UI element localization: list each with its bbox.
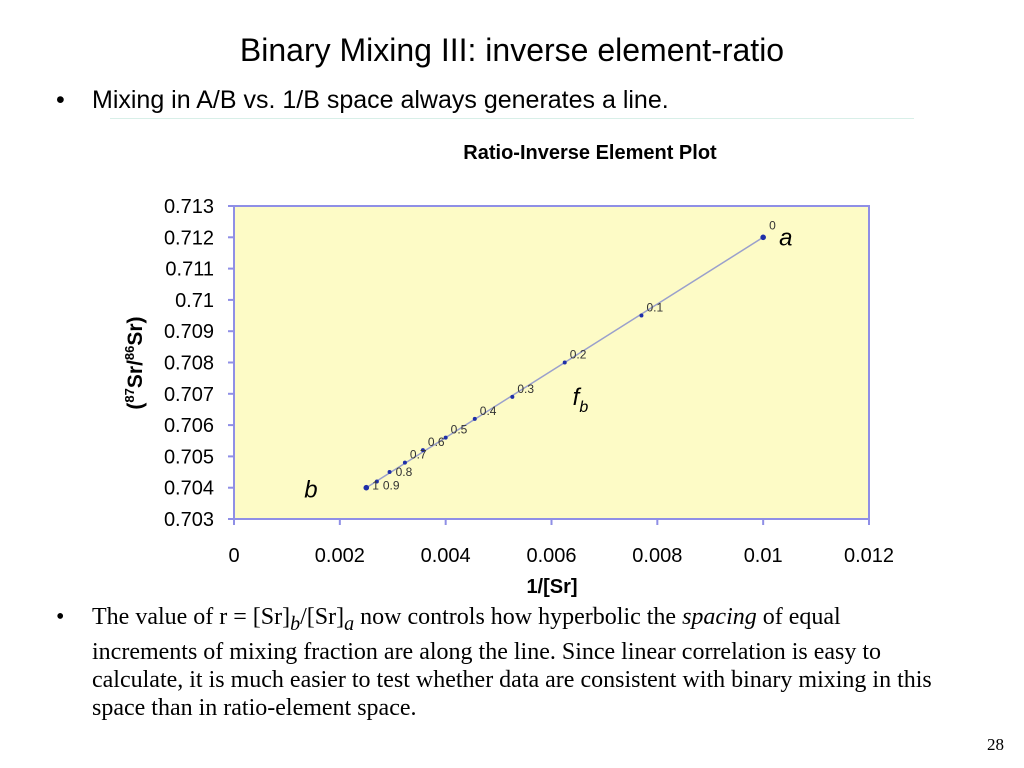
chart-frame: Ratio-Inverse Element Plot 0 0.002 0.004 0.…: [110, 118, 914, 605]
point-label: 0.9: [383, 478, 400, 492]
x-tick-label: 0.008: [632, 545, 682, 567]
y-tick-label: 0.705: [164, 446, 214, 468]
point-label: 0.2: [570, 348, 587, 362]
y-label-mid: Sr/: [124, 360, 147, 388]
expl-part-4: of equal increments of mixing fraction a…: [92, 604, 932, 721]
y-tick-label: 0.709: [164, 321, 214, 343]
point-label: 0.5: [451, 423, 468, 437]
y-tick-label: 0.703: [164, 509, 214, 531]
chart-title: Ratio-Inverse Element Plot: [463, 142, 717, 164]
y-axis-label: (87Sr/86Sr): [122, 316, 147, 409]
data-point: [402, 460, 407, 465]
y-tick-label: 0.707: [164, 384, 214, 406]
x-tick-label: 0.006: [526, 545, 576, 567]
point-label: 0.8: [396, 465, 413, 479]
y-tick-label: 0.713: [164, 196, 214, 218]
expl-part-2: /[Sr]: [300, 604, 345, 630]
data-point: [387, 470, 392, 475]
axes: [228, 205, 870, 525]
explanation-text: The value of r = [Sr]b/[Sr]a now control…: [92, 603, 932, 722]
point-label: 0: [769, 218, 776, 232]
y-label-sup2: 86: [122, 346, 137, 360]
y-tick-label: 0.71: [175, 290, 214, 312]
data-point: [510, 394, 515, 399]
slide-title: Binary Mixing III: inverse element-ratio: [239, 32, 785, 68]
x-tick-label: 0.012: [844, 545, 894, 567]
y-tick-label: 0.706: [164, 415, 214, 437]
bullet-dot: •: [56, 86, 65, 114]
expl-part-3: now controls how hyperbolic the: [354, 604, 683, 630]
page-number: 28: [987, 735, 1004, 754]
data-point: [639, 313, 644, 318]
plot-area: [233, 205, 870, 520]
x-tick-label: 0.002: [315, 545, 365, 567]
y-tick-label: 0.704: [164, 478, 214, 500]
data-point: [562, 360, 567, 365]
data-points: 0 0.1 0.2 0.3 0.4 0.5 0.60.7 0.80.9 1: [363, 218, 776, 493]
bullet-text: Mixing in A/B vs. 1/B space always gener…: [92, 86, 669, 114]
y-label-close: Sr): [124, 316, 147, 345]
point-label: 0.7: [410, 448, 427, 462]
ratio-inverse-chart: Ratio-Inverse Element Plot 0 0.002 0.004 0.…: [122, 142, 894, 598]
tick-labels: 0 0.002 0.004 0.006 0.008 0.01 0.012 0.703 0.704…: [164, 196, 894, 567]
fb-sub: b: [579, 399, 588, 416]
endmember-b-label: b: [304, 477, 317, 504]
x-tick-label: 0: [228, 545, 239, 567]
point-label: 0.3: [517, 382, 534, 396]
data-point: [760, 234, 766, 241]
mixing-fraction-label: fb: [573, 384, 589, 416]
endmember-a-label: a: [779, 224, 792, 251]
point-label: 1: [372, 479, 379, 493]
y-tick-label: 0.708: [164, 353, 214, 375]
x-tick-label: 0.004: [421, 545, 471, 567]
point-label: 0.6: [428, 435, 445, 449]
expl-sub-a: a: [344, 612, 355, 635]
data-point: [443, 435, 448, 440]
x-axis-label: 1/[Sr]: [526, 576, 577, 598]
y-tick-label: 0.711: [165, 259, 214, 281]
y-tick-label: 0.712: [164, 227, 214, 249]
expl-sub-b: b: [290, 612, 301, 635]
bullet-dot: •: [56, 604, 65, 630]
y-label-open: (: [124, 403, 147, 410]
y-label-sup1: 87: [122, 388, 137, 402]
point-label: 0.4: [480, 404, 497, 418]
data-point: [363, 484, 370, 491]
point-label: 0.1: [646, 301, 663, 315]
x-tick-label: 0.01: [744, 545, 783, 567]
expl-part-1: The value of r = [Sr]: [92, 604, 291, 630]
expl-italic-spacing: spacing: [682, 604, 757, 630]
data-point: [374, 479, 379, 484]
fb-main: f: [573, 384, 582, 411]
data-point: [472, 416, 477, 421]
data-point: [420, 448, 425, 453]
